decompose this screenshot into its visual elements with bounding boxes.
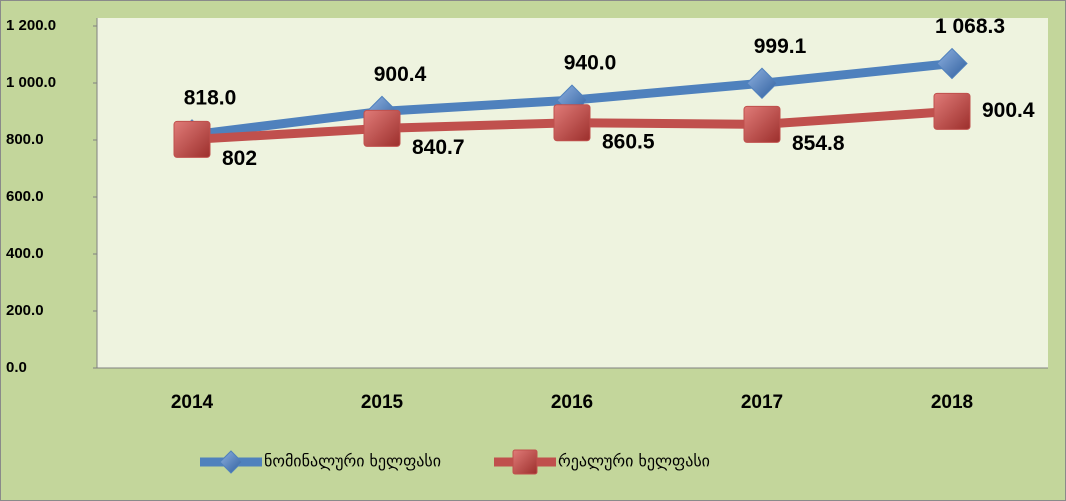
data-label: 840.7: [412, 136, 465, 159]
y-tick-label: 800.0: [6, 131, 44, 148]
y-tick-label: 1 200.0: [6, 17, 56, 34]
data-label: 802: [222, 147, 257, 170]
legend-marker: [512, 449, 538, 475]
y-tick-label: 400.0: [6, 245, 44, 262]
point-marker: [936, 47, 968, 80]
data-label: 818.0: [184, 86, 237, 109]
point-marker: [553, 104, 591, 142]
x-tick-label: 2017: [741, 392, 783, 413]
data-label: 999.1: [754, 35, 807, 58]
legend-label: რეალური ხელფასი: [558, 452, 710, 471]
x-tick-label: 2018: [931, 392, 973, 413]
data-label: 1 068.3: [935, 15, 1005, 38]
legend-label: ნომინალური ხელფასი: [264, 452, 441, 471]
y-tick-label: 200.0: [6, 302, 44, 319]
point-marker: [933, 92, 971, 130]
point-marker: [173, 120, 211, 158]
data-label: 900.4: [374, 63, 427, 86]
y-tick-label: 1 000.0: [6, 74, 56, 91]
x-tick-label: 2015: [361, 392, 404, 413]
data-label: 940.0: [564, 52, 617, 75]
point-marker: [363, 109, 401, 147]
plot-area: [97, 18, 1048, 368]
point-marker: [746, 67, 778, 99]
data-label: 860.5: [602, 130, 655, 153]
y-tick-label: 0.0: [6, 359, 27, 376]
x-tick-label: 2014: [171, 392, 214, 413]
legend-marker: [219, 450, 243, 474]
data-label: 900.4: [982, 99, 1035, 122]
data-label: 854.8: [792, 132, 845, 155]
y-tick-label: 600.0: [6, 188, 44, 205]
point-marker: [743, 105, 781, 143]
x-tick-label: 2016: [551, 392, 593, 413]
